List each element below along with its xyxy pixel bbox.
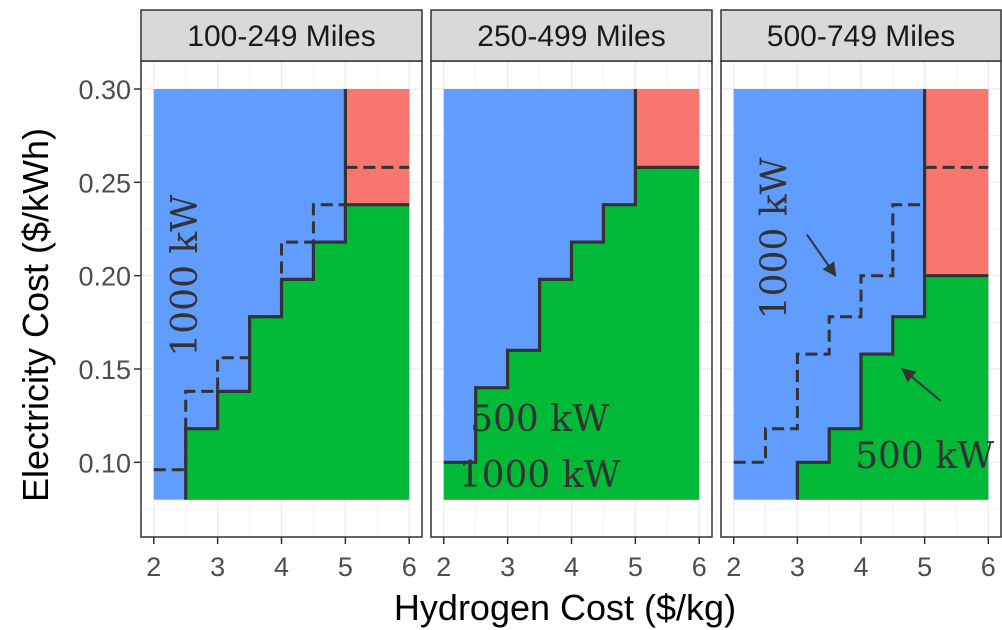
- annotation-label: 500 kW: [855, 436, 994, 477]
- region-red: [635, 89, 700, 168]
- y-axis: 0.10 0.15 0.20 0.25 0.30: [78, 75, 141, 478]
- facet-panel: 1000 kW 100-249 Miles 2 3 4 5 6: [140, 9, 423, 582]
- region-green: [797, 275, 989, 500]
- x-tick-label: 6: [402, 552, 417, 582]
- dashed-boundary-line: [733, 203, 925, 464]
- x-tick-label: 4: [564, 552, 579, 582]
- facet-strip-label: 500-749 Miles: [767, 20, 955, 53]
- x-axis-title: Hydrogen Cost ($/kg): [394, 587, 736, 628]
- x-tick-label: 2: [146, 552, 161, 582]
- x-tick-label: 5: [338, 552, 353, 582]
- facet-strip-label: 100-249 Miles: [187, 20, 375, 53]
- x-tick-label: 4: [274, 552, 289, 582]
- y-axis-title: Electricity Cost ($/kWh): [15, 128, 56, 502]
- facet-strip: [140, 9, 423, 62]
- x-tick-label: 6: [981, 552, 996, 582]
- boundary-line: [184, 89, 347, 500]
- y-tick-label: 0.10: [78, 448, 131, 478]
- x-tick-label: 3: [210, 552, 225, 582]
- annotation-label: 1000 kW: [459, 455, 621, 496]
- region-green: [443, 167, 700, 500]
- annotation-label: 1000 kW: [755, 157, 796, 319]
- annotation-label: 1000 kW: [165, 195, 206, 357]
- boundary-line: [795, 89, 927, 500]
- x-tick-label: 4: [853, 552, 868, 582]
- y-tick-label: 0.30: [78, 75, 131, 105]
- region-red: [924, 89, 989, 276]
- annotation-label: 500 kW: [470, 399, 609, 440]
- boundary-line: [443, 89, 638, 464]
- annotation-arrow: [901, 368, 942, 402]
- facet-strip: [430, 9, 713, 62]
- x-tick-label: 2: [436, 552, 451, 582]
- facet-strip-label: 250-499 Miles: [477, 20, 665, 53]
- facet-strip: [720, 9, 1002, 62]
- region-green: [185, 204, 410, 500]
- x-tick-label: 6: [692, 552, 707, 582]
- x-tick-label: 5: [628, 552, 643, 582]
- x-tick-label: 3: [500, 552, 515, 582]
- annotation-arrow: [806, 234, 837, 277]
- x-tick-label: 5: [917, 552, 932, 582]
- y-tick-label: 0.15: [78, 355, 131, 385]
- dashed-boundary-line: [153, 203, 346, 472]
- region-red: [345, 89, 410, 205]
- facet-panel: 1000 kW 500 kW 500-749 Miles 2 3 4 5 6: [720, 9, 1002, 582]
- y-tick-label: 0.20: [78, 262, 131, 292]
- y-tick-label: 0.25: [78, 168, 131, 198]
- x-tick-label: 3: [790, 552, 805, 582]
- x-tick-label: 2: [726, 552, 741, 582]
- facet-panel: 500 kW 1000 kW 250-499 Miles 2 3 4 5 6: [430, 9, 713, 582]
